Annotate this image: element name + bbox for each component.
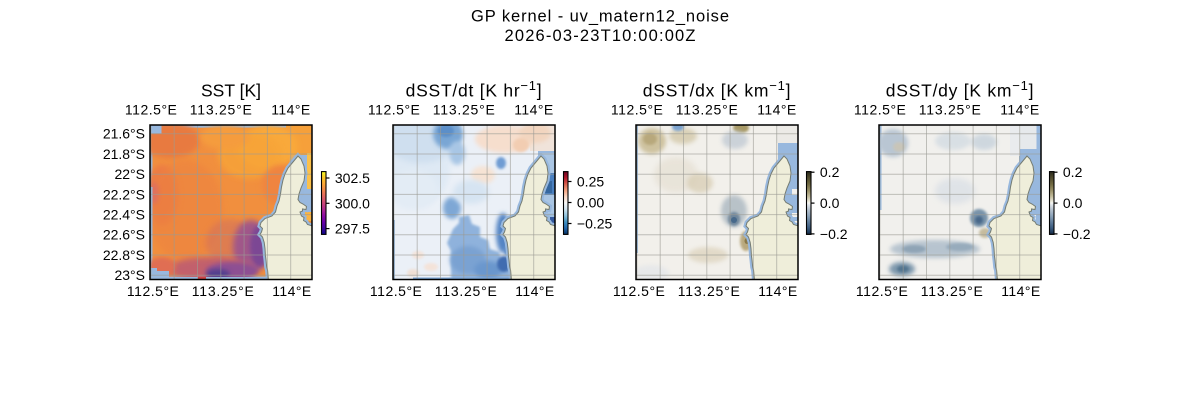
svg-text:297.5: 297.5 <box>335 221 370 237</box>
svg-text:114°E: 114°E <box>757 102 796 118</box>
svg-text:22.8°S: 22.8°S <box>103 247 145 263</box>
svg-text:113.25°E: 113.25°E <box>433 102 495 118</box>
svg-text:114°E: 114°E <box>758 283 797 299</box>
svg-text:112.5°E: 112.5°E <box>127 283 179 299</box>
svg-text:300.0: 300.0 <box>335 195 370 211</box>
svg-text:GP kernel - uv_matern12_noise: GP kernel - uv_matern12_noise <box>471 8 729 26</box>
svg-text:22.6°S: 22.6°S <box>103 227 145 243</box>
svg-text:114°E: 114°E <box>514 102 553 118</box>
svg-text:112.5°E: 112.5°E <box>856 283 908 299</box>
svg-text:21.6°S: 21.6°S <box>103 126 145 142</box>
svg-text:−0.2: −0.2 <box>1063 226 1091 242</box>
svg-text:112.5°E: 112.5°E <box>368 102 420 118</box>
svg-text:0.0: 0.0 <box>820 195 840 211</box>
svg-text:113.25°E: 113.25°E <box>921 283 983 299</box>
svg-text:113.25°E: 113.25°E <box>435 283 497 299</box>
svg-text:114°E: 114°E <box>1001 283 1040 299</box>
svg-text:113.25°E: 113.25°E <box>192 283 254 299</box>
svg-text:0.00: 0.00 <box>577 195 604 211</box>
svg-text:302.5: 302.5 <box>335 170 370 186</box>
svg-text:113.25°E: 113.25°E <box>190 102 252 118</box>
svg-text:0.0: 0.0 <box>1063 195 1083 211</box>
svg-text:dSST/dt [K hr−1]: dSST/dt [K hr−1] <box>406 78 543 101</box>
svg-text:dSST/dx [K km−1]: dSST/dx [K km−1] <box>643 78 791 101</box>
svg-text:112.5°E: 112.5°E <box>370 283 422 299</box>
svg-text:22.4°S: 22.4°S <box>103 207 145 223</box>
svg-text:23°S: 23°S <box>114 267 145 283</box>
svg-text:0.2: 0.2 <box>820 164 840 180</box>
svg-text:114°E: 114°E <box>515 283 554 299</box>
svg-text:113.25°E: 113.25°E <box>676 102 738 118</box>
svg-text:112.5°E: 112.5°E <box>125 102 177 118</box>
svg-text:0.25: 0.25 <box>577 174 604 190</box>
svg-text:112.5°E: 112.5°E <box>854 102 906 118</box>
svg-text:22.2°S: 22.2°S <box>103 186 145 202</box>
svg-text:dSST/dy [K km−1]: dSST/dy [K km−1] <box>886 78 1034 101</box>
svg-text:112.5°E: 112.5°E <box>611 102 663 118</box>
svg-text:112.5°E: 112.5°E <box>613 283 665 299</box>
svg-text:−0.2: −0.2 <box>820 226 848 242</box>
svg-text:SST [K]: SST [K] <box>201 81 261 101</box>
svg-text:22°S: 22°S <box>114 166 145 182</box>
svg-text:−0.25: −0.25 <box>577 216 613 232</box>
svg-text:114°E: 114°E <box>1000 102 1039 118</box>
svg-text:21.8°S: 21.8°S <box>103 146 145 162</box>
svg-text:2026-03-23T10:00:00Z: 2026-03-23T10:00:00Z <box>505 27 696 45</box>
svg-text:114°E: 114°E <box>272 283 311 299</box>
svg-text:113.25°E: 113.25°E <box>919 102 981 118</box>
svg-text:113.25°E: 113.25°E <box>678 283 740 299</box>
svg-text:114°E: 114°E <box>271 102 310 118</box>
svg-text:0.2: 0.2 <box>1063 164 1083 180</box>
